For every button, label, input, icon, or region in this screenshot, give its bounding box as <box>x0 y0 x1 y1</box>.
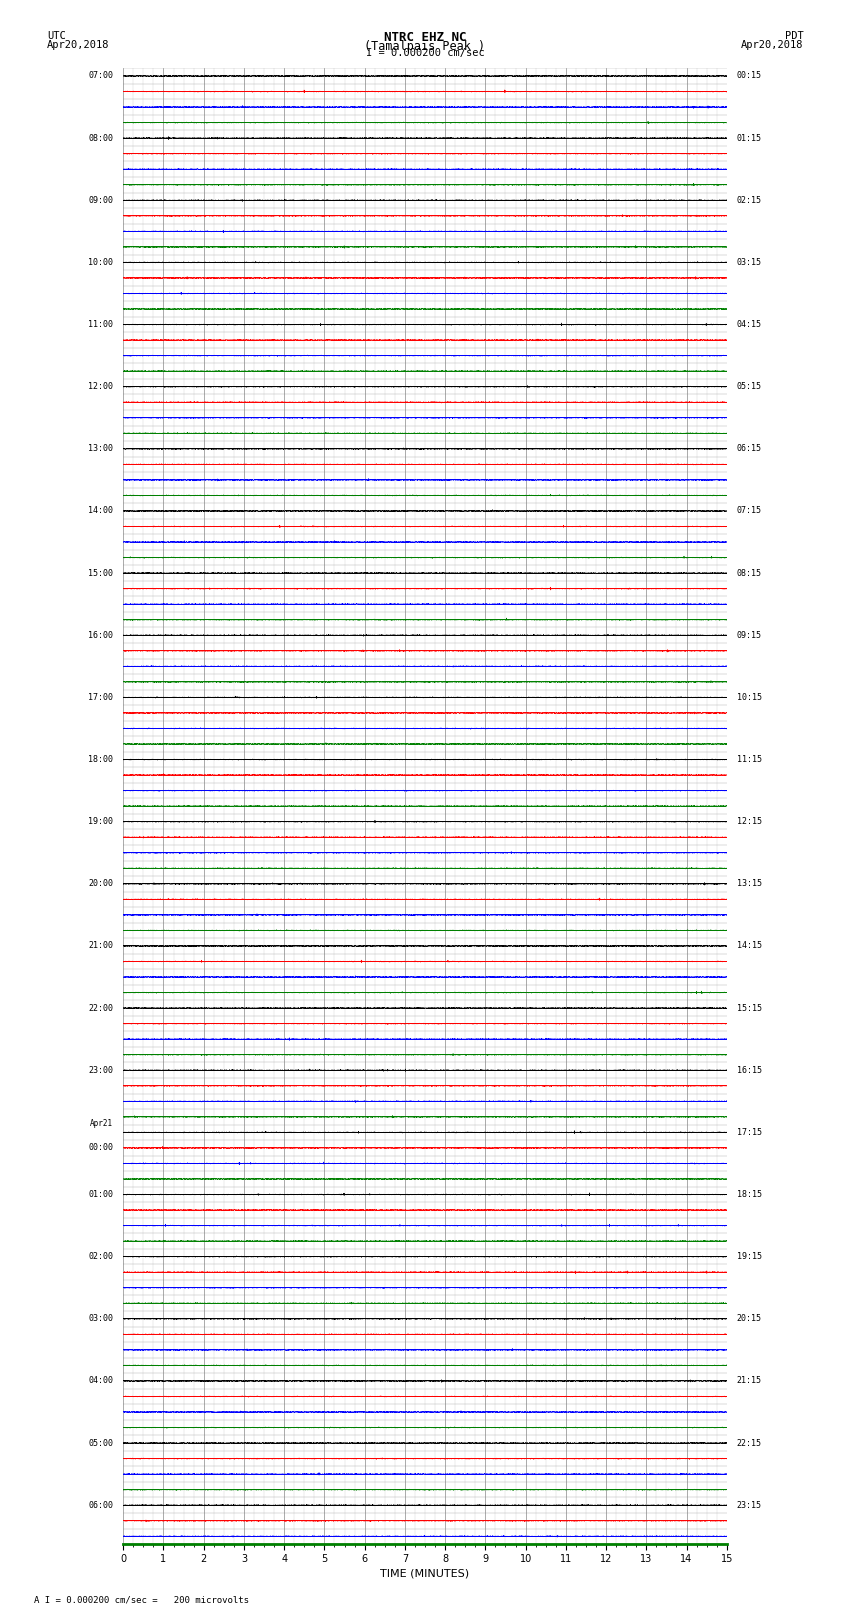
Text: 06:15: 06:15 <box>737 444 762 453</box>
X-axis label: TIME (MINUTES): TIME (MINUTES) <box>381 1569 469 1579</box>
Text: 19:15: 19:15 <box>737 1252 762 1261</box>
Text: (Tamalpais Peak ): (Tamalpais Peak ) <box>365 39 485 53</box>
Text: 16:15: 16:15 <box>737 1066 762 1074</box>
Text: 17:15: 17:15 <box>737 1127 762 1137</box>
Text: 18:00: 18:00 <box>88 755 113 765</box>
Text: 13:15: 13:15 <box>737 879 762 889</box>
Text: 07:15: 07:15 <box>737 506 762 516</box>
Text: 13:00: 13:00 <box>88 444 113 453</box>
Text: UTC: UTC <box>47 31 65 42</box>
Text: 11:15: 11:15 <box>737 755 762 765</box>
Text: 21:00: 21:00 <box>88 942 113 950</box>
Text: Apr20,2018: Apr20,2018 <box>47 39 110 50</box>
Text: 00:00: 00:00 <box>88 1144 113 1152</box>
Text: 03:00: 03:00 <box>88 1315 113 1323</box>
Text: A I = 0.000200 cm/sec =   200 microvolts: A I = 0.000200 cm/sec = 200 microvolts <box>34 1595 249 1605</box>
Text: 02:15: 02:15 <box>737 195 762 205</box>
Text: 08:00: 08:00 <box>88 134 113 142</box>
Text: 10:15: 10:15 <box>737 694 762 702</box>
Text: Apr21: Apr21 <box>90 1119 113 1129</box>
Text: 16:00: 16:00 <box>88 631 113 640</box>
Text: 22:15: 22:15 <box>737 1439 762 1447</box>
Text: 09:15: 09:15 <box>737 631 762 640</box>
Text: 22:00: 22:00 <box>88 1003 113 1013</box>
Text: Apr20,2018: Apr20,2018 <box>740 39 803 50</box>
Text: 09:00: 09:00 <box>88 195 113 205</box>
Text: 20:00: 20:00 <box>88 879 113 889</box>
Text: 02:00: 02:00 <box>88 1252 113 1261</box>
Text: 05:15: 05:15 <box>737 382 762 392</box>
Text: 14:00: 14:00 <box>88 506 113 516</box>
Text: 19:00: 19:00 <box>88 818 113 826</box>
Text: 07:00: 07:00 <box>88 71 113 81</box>
Text: 04:15: 04:15 <box>737 319 762 329</box>
Text: 08:15: 08:15 <box>737 569 762 577</box>
Text: 15:00: 15:00 <box>88 569 113 577</box>
Text: 21:15: 21:15 <box>737 1376 762 1386</box>
Text: 11:00: 11:00 <box>88 319 113 329</box>
Text: 17:00: 17:00 <box>88 694 113 702</box>
Text: 00:15: 00:15 <box>737 71 762 81</box>
Text: 23:15: 23:15 <box>737 1500 762 1510</box>
Text: 03:15: 03:15 <box>737 258 762 266</box>
Text: PDT: PDT <box>785 31 803 42</box>
Text: 04:00: 04:00 <box>88 1376 113 1386</box>
Text: NTRC EHZ NC: NTRC EHZ NC <box>383 31 467 45</box>
Text: 10:00: 10:00 <box>88 258 113 266</box>
Text: 05:00: 05:00 <box>88 1439 113 1447</box>
Text: 01:00: 01:00 <box>88 1190 113 1198</box>
Text: 15:15: 15:15 <box>737 1003 762 1013</box>
Text: 18:15: 18:15 <box>737 1190 762 1198</box>
Text: 12:15: 12:15 <box>737 818 762 826</box>
Text: 01:15: 01:15 <box>737 134 762 142</box>
Text: 12:00: 12:00 <box>88 382 113 392</box>
Text: 20:15: 20:15 <box>737 1315 762 1323</box>
Text: 14:15: 14:15 <box>737 942 762 950</box>
Text: 23:00: 23:00 <box>88 1066 113 1074</box>
Text: 06:00: 06:00 <box>88 1500 113 1510</box>
Text: I = 0.000200 cm/sec: I = 0.000200 cm/sec <box>366 47 484 58</box>
